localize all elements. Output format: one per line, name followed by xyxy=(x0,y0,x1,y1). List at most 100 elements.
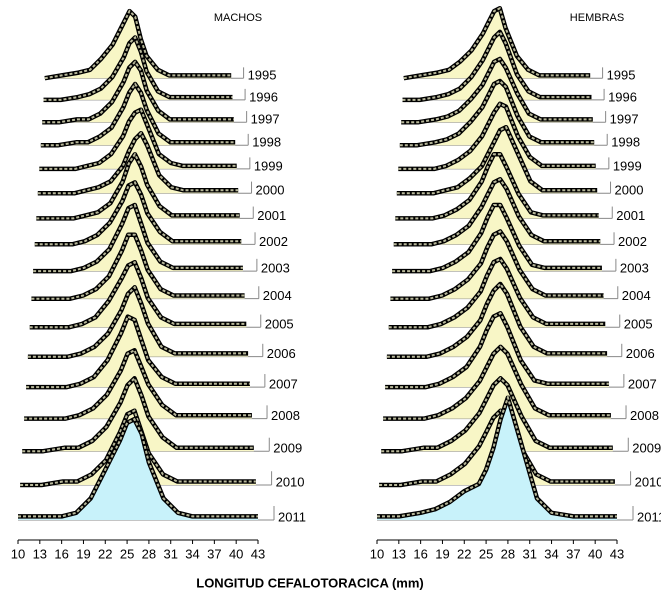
x-tick-label: 13 xyxy=(33,546,47,561)
ridges: 1995 1996 1997 1998 1999 2000 2001 2002 2003 2004… xyxy=(18,8,306,524)
ridge-line-texture xyxy=(31,233,245,300)
ridge-line-texture xyxy=(36,152,240,220)
year-label: 2006 xyxy=(626,346,655,361)
year-label: 2000 xyxy=(256,183,285,198)
ridge-line-texture xyxy=(395,153,599,220)
ridge-line-texture xyxy=(390,230,604,300)
year-label: 2001 xyxy=(257,208,286,223)
year-label: 1995 xyxy=(607,68,636,83)
ridge-line-texture xyxy=(27,285,249,358)
x-tick-label: 28 xyxy=(142,546,156,561)
year-label: 2005 xyxy=(624,317,653,332)
year-label: 1999 xyxy=(613,158,642,173)
ridge-line-texture xyxy=(388,257,606,329)
x-tick-label: 40 xyxy=(588,546,602,561)
year-label: 2010 xyxy=(635,474,661,489)
x-tick-label: 37 xyxy=(207,546,221,561)
ridge-area xyxy=(377,397,617,520)
year-label: 1996 xyxy=(608,89,637,104)
ridge-area xyxy=(18,419,258,520)
ridge-line-texture xyxy=(379,409,615,486)
ridge-line-texture xyxy=(386,282,608,358)
ridge-line-texture xyxy=(402,30,592,101)
ridge-line-texture xyxy=(396,125,598,195)
ridge-line-texture xyxy=(393,178,601,246)
x-tick-label: 25 xyxy=(120,546,134,561)
year-label: 1999 xyxy=(254,158,283,173)
panel-title: MACHOS xyxy=(214,12,262,24)
x-tick-label: 10 xyxy=(370,546,384,561)
x-tick-label: 34 xyxy=(185,546,199,561)
x-tick-label: 19 xyxy=(435,546,449,561)
year-label: 1997 xyxy=(610,112,639,127)
x-tick-label: 31 xyxy=(522,546,536,561)
x-tick-label: 10 xyxy=(11,546,25,561)
ridge-line-texture xyxy=(24,348,252,420)
ridge-line-texture xyxy=(399,79,595,147)
ridge-line-texture xyxy=(383,345,611,420)
year-label: 1998 xyxy=(611,135,640,150)
ridge-line-texture xyxy=(29,260,247,329)
year-label: 2007 xyxy=(269,377,298,392)
ridge-line-texture xyxy=(44,9,232,80)
ridge-line-texture xyxy=(392,204,602,273)
panel-title: HEMBRAS xyxy=(570,12,624,24)
ridge-line xyxy=(37,130,239,196)
x-tick-label: 22 xyxy=(98,546,112,561)
x-tick-label: 16 xyxy=(413,546,427,561)
ridge-line-texture xyxy=(42,60,234,124)
year-label: 2006 xyxy=(267,346,296,361)
ridge-area xyxy=(26,316,250,388)
ridge-line-texture xyxy=(43,35,233,101)
x-tick-label: 19 xyxy=(76,546,90,561)
ridge-line-texture xyxy=(381,376,613,453)
ridge-line-texture xyxy=(20,409,256,486)
ridge-line-texture xyxy=(33,203,243,273)
year-label: 1997 xyxy=(251,112,280,127)
year-label: 2010 xyxy=(276,474,305,489)
year-label: 2011 xyxy=(278,509,306,524)
year-label: 2008 xyxy=(630,408,659,423)
x-tick-label: 13 xyxy=(392,546,406,561)
year-label: 2004 xyxy=(263,288,292,303)
year-label: 1996 xyxy=(249,89,278,104)
x-tick-label: 31 xyxy=(163,546,177,561)
ridge-line xyxy=(385,310,609,390)
year-label: 2011 xyxy=(637,509,661,524)
x-tick-label: 43 xyxy=(610,546,624,561)
ridge-line-texture xyxy=(26,315,250,389)
year-label: 2001 xyxy=(616,208,645,223)
x-tick-label: 28 xyxy=(501,546,515,561)
year-label: 2000 xyxy=(615,183,644,198)
year-label: 2002 xyxy=(618,234,647,249)
year-label: 2009 xyxy=(632,441,661,456)
ridge-area xyxy=(27,287,249,357)
year-label: 2009 xyxy=(273,441,302,456)
ridge-line-texture xyxy=(40,82,236,147)
ridge-line xyxy=(377,395,617,519)
ridge-line-texture xyxy=(401,57,593,124)
ridges: 1995 1996 1997 1998 1999 2000 2001 2002 2003 2004… xyxy=(377,6,661,524)
x-tick-label: 43 xyxy=(251,546,265,561)
year-label: 2003 xyxy=(620,261,649,276)
x-axis-label: LONGITUD CEFALOTORACICA (mm) xyxy=(196,575,424,590)
ridge-line-texture xyxy=(18,417,258,518)
x-tick-label: 40 xyxy=(229,546,243,561)
x-tick-label: 16 xyxy=(54,546,68,561)
year-label: 2008 xyxy=(271,408,300,423)
x-tick-label: 22 xyxy=(457,546,471,561)
year-label: 2003 xyxy=(261,261,290,276)
year-label: 2005 xyxy=(265,317,294,332)
year-label: 2007 xyxy=(628,377,657,392)
ridge-line-texture xyxy=(398,102,596,170)
x-tick-label: 37 xyxy=(566,546,580,561)
year-label: 2002 xyxy=(259,234,288,249)
x-tick-label: 25 xyxy=(479,546,493,561)
year-label: 2004 xyxy=(622,288,651,303)
x-tick-label: 34 xyxy=(544,546,558,561)
ridge-line-texture xyxy=(22,376,254,453)
year-label: 1998 xyxy=(252,135,281,150)
ridge-line-texture xyxy=(34,181,242,246)
year-label: 1995 xyxy=(248,68,277,83)
